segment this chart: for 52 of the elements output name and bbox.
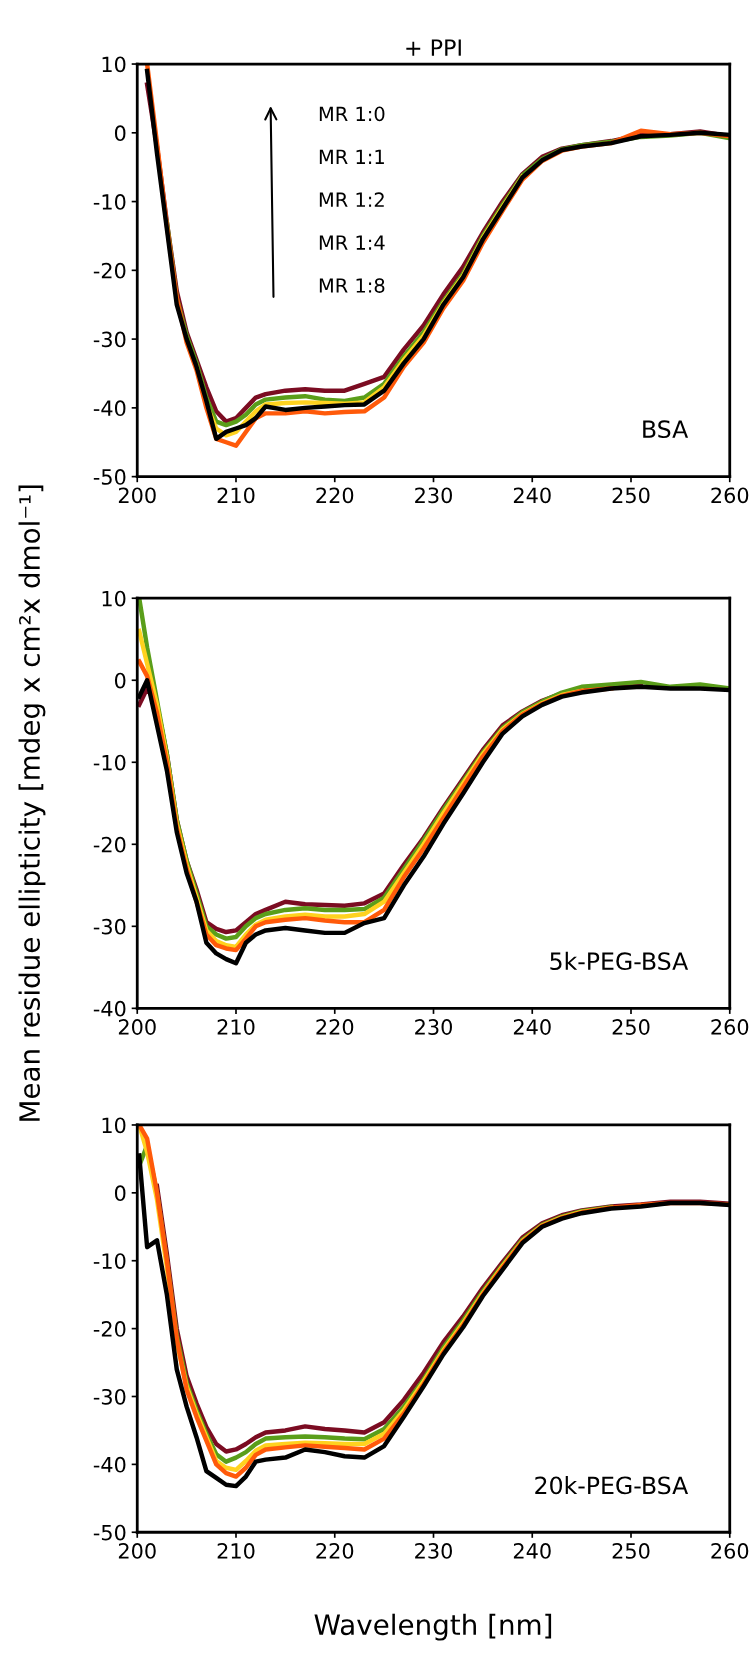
x-tick-label: 230 [415,1019,452,1035]
x-tick-label: 260 [711,1019,749,1035]
y-tick-label: -40 [93,1456,126,1473]
y-tick-label: -50 [93,1524,126,1541]
annotation: MR 1:1 [319,149,384,164]
annotation: BSA [643,420,689,439]
y-tick-label: -20 [93,262,126,279]
x-tick-label: 200 [118,487,156,504]
annotation: MR 1:8 [319,278,385,293]
y-tick-label: 10 [102,56,126,73]
x-tick-label: 260 [711,487,749,504]
x-tick-label: 210 [217,487,255,504]
chart-title: + PPI [406,39,461,56]
annotation: MR 1:0 [319,106,385,122]
x-tick-label: 210 [217,1019,255,1035]
y-tick-label: 0 [114,1185,126,1202]
x-tick-label: 260 [711,1543,749,1559]
y-tick-label: -20 [93,1321,126,1337]
x-tick-label: 230 [415,487,452,504]
x-tick-label: 240 [513,487,551,504]
y-tick-label: -10 [93,1253,126,1269]
y-tick-label: 10 [102,590,126,607]
y-tick-label: -10 [93,194,126,210]
x-tick-label: 220 [316,1019,354,1035]
y-tick-label: 0 [114,672,126,689]
x-tick-label: 200 [118,1019,156,1035]
x-tick-label: 250 [612,487,650,504]
y-tick-label: -30 [93,1388,126,1405]
x-tick-label: 230 [415,1543,452,1559]
x-tick-label: 220 [316,487,354,504]
annotation: MR 1:2 [319,192,384,207]
y-tick-label: -40 [93,1000,126,1017]
x-tick-label: 240 [513,1019,551,1035]
x-axis-title: Wavelength [nm] [314,1613,552,1641]
y-tick-label: -40 [93,400,126,417]
x-tick-label: 250 [612,1019,650,1035]
y-tick-label: -30 [93,331,126,348]
x-tick-label: 220 [316,1543,354,1559]
y-tick-label: -20 [93,836,126,853]
annotation: MR 1:4 [319,235,385,250]
annotation: 20k-PEG-BSA [535,1476,689,1495]
y-tick-label: -50 [93,469,126,485]
x-tick-label: 250 [612,1543,650,1559]
x-tick-label: 240 [513,1543,551,1559]
x-tick-label: 200 [118,1543,156,1559]
y-axis-title: Mean residue ellipticity [mdeg x cm²x dmol⁻¹] [18,485,46,1121]
x-tick-label: 210 [217,1543,255,1559]
y-tick-label: -10 [93,754,126,771]
y-tick-label: 10 [102,1117,126,1134]
y-tick-label: 0 [114,125,126,142]
y-tick-label: -30 [93,918,126,935]
annotation: 5k-PEG-BSA [550,951,689,971]
